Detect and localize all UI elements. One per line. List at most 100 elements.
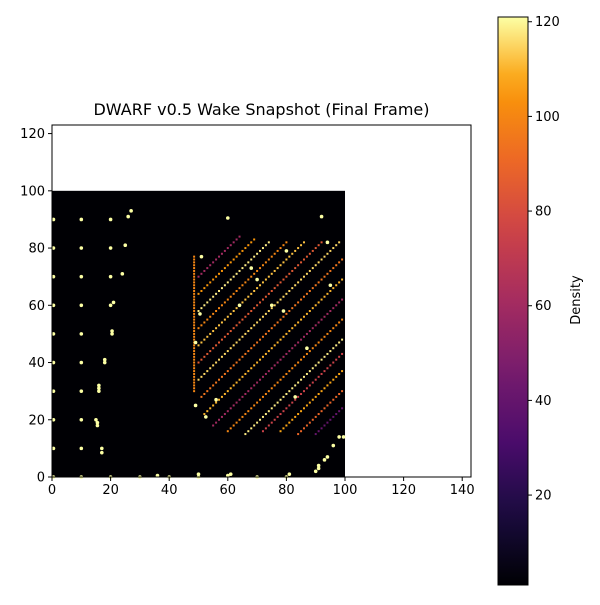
x-tick-label: 140: [450, 483, 475, 498]
streak-cell: [264, 372, 267, 375]
streak-cell: [203, 393, 206, 396]
column-cell: [193, 327, 196, 330]
sparse-point: [337, 435, 341, 439]
streak-cell: [317, 393, 320, 396]
streak-cell: [229, 244, 232, 247]
sparse-point: [226, 473, 230, 478]
streak-cell: [235, 381, 238, 384]
streak-cell: [238, 358, 241, 361]
streak-cell: [308, 289, 311, 292]
streak-cell: [314, 304, 317, 307]
sparse-point: [228, 472, 233, 476]
sparse-point: [319, 214, 324, 219]
streak-cell: [291, 327, 294, 330]
streak-band: [200, 258, 344, 398]
streak-cell: [338, 410, 341, 413]
x-tick-label: 120: [391, 483, 416, 498]
streak-cell: [267, 258, 270, 261]
sparse-point: [102, 360, 107, 365]
streak-cell: [215, 401, 218, 404]
streak-cell: [329, 249, 332, 252]
sparse-point: [100, 446, 104, 451]
streak-cell: [218, 255, 221, 258]
column-cell: [193, 289, 196, 292]
streak-cell: [294, 284, 297, 287]
streak-cell: [329, 330, 332, 333]
streak-cell: [218, 378, 221, 381]
streak-cell: [285, 258, 288, 261]
streak-cell: [267, 424, 270, 427]
streak-cell: [241, 249, 244, 252]
streak-cell: [235, 307, 238, 310]
sparse-point: [120, 272, 125, 276]
streak-cell: [314, 344, 317, 347]
streak-cell: [206, 335, 209, 338]
column-cell: [193, 264, 196, 267]
streak-cell: [302, 375, 305, 378]
sparse-point: [95, 423, 100, 428]
streak-cell: [259, 398, 262, 401]
column-cell: [193, 310, 196, 313]
streak-cell: [223, 352, 226, 355]
streak-cell: [218, 272, 221, 275]
column-cell: [193, 301, 196, 304]
streak-cell: [212, 404, 215, 407]
streak-cell: [323, 355, 326, 358]
streak-cell: [338, 241, 341, 244]
streak-cell: [323, 335, 326, 338]
column-cell: [193, 338, 196, 341]
streak-cell: [320, 258, 323, 261]
streak-cell: [332, 398, 335, 401]
streak-cell: [291, 307, 294, 310]
streak-cell: [294, 267, 297, 270]
streak-cell: [273, 364, 276, 367]
streak-cell: [317, 244, 320, 247]
streak-cell: [259, 358, 262, 361]
streak-cell: [270, 367, 273, 370]
sparse-point: [237, 303, 242, 308]
streak-cell: [203, 355, 206, 358]
streak-cell: [305, 292, 308, 295]
sparse-point: [341, 435, 346, 439]
streak-cell: [226, 370, 229, 373]
streak-cell: [200, 341, 203, 344]
sparse-point: [284, 249, 289, 253]
streak-cell: [332, 307, 335, 310]
streak-cell: [264, 261, 267, 264]
column-cell: [193, 304, 196, 307]
streak-cell: [300, 430, 303, 433]
streak-cell: [223, 393, 226, 396]
streak-cell: [197, 275, 200, 278]
streak-cell: [300, 358, 303, 361]
x-tick-label: 60: [220, 483, 237, 498]
column-cell: [193, 275, 196, 278]
streak-cell: [253, 424, 256, 427]
streak-cell: [226, 247, 229, 250]
streak-cell: [259, 249, 262, 252]
streak-cell: [250, 241, 253, 244]
streak-cell: [273, 252, 276, 255]
streak-cell: [305, 352, 308, 355]
streak-cell: [285, 292, 288, 295]
column-cell: [193, 390, 196, 393]
streak-cell: [206, 301, 209, 304]
streak-band: [197, 241, 270, 313]
colorbar: 20 40 60 80 100 120: [497, 15, 560, 586]
streak-cell: [235, 238, 238, 241]
streak-cell: [323, 275, 326, 278]
streak-band: [197, 238, 256, 295]
streak-cell: [212, 384, 215, 387]
streak-cell: [203, 338, 206, 341]
streak-cell: [326, 332, 329, 335]
streak-cell: [223, 413, 226, 416]
streak-cell: [200, 289, 203, 292]
streak-cell: [335, 304, 338, 307]
streak-cell: [244, 281, 247, 284]
y-tick-label: 100: [20, 184, 45, 199]
streak-cell: [285, 407, 288, 410]
sparse-point: [79, 303, 84, 308]
streak-cell: [302, 295, 305, 298]
streak-cell: [273, 404, 276, 407]
streak-cell: [200, 395, 203, 398]
streak-cell: [302, 258, 305, 261]
